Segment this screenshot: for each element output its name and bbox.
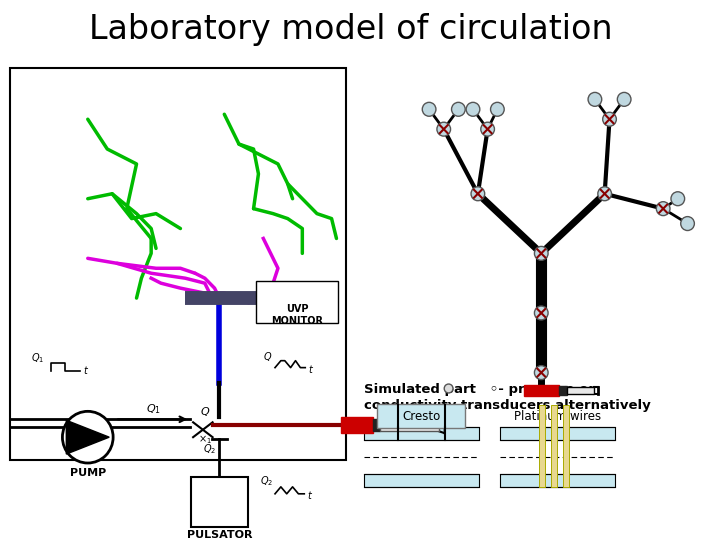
Text: $Q_1$: $Q_1$ <box>145 402 161 416</box>
Text: Laboratory model of circulation: Laboratory model of circulation <box>89 14 613 46</box>
Bar <box>559 386 567 395</box>
Circle shape <box>471 187 485 201</box>
Circle shape <box>617 92 631 106</box>
Circle shape <box>490 103 504 116</box>
Text: $Q_2$: $Q_2$ <box>203 442 216 456</box>
Bar <box>567 387 594 394</box>
Bar <box>523 384 559 396</box>
Bar <box>539 406 545 487</box>
Text: UVP
MONITOR: UVP MONITOR <box>271 304 323 326</box>
Text: $Q$: $Q$ <box>264 350 273 363</box>
Bar <box>341 417 372 433</box>
Circle shape <box>598 187 611 201</box>
Circle shape <box>603 112 616 126</box>
Text: $t$: $t$ <box>308 362 315 375</box>
Bar <box>500 474 616 487</box>
Circle shape <box>588 92 602 106</box>
Bar <box>563 406 569 487</box>
Text: Simulated part   ◦- pressure or: Simulated part ◦- pressure or <box>364 383 595 396</box>
FancyBboxPatch shape <box>256 281 338 323</box>
Circle shape <box>657 202 670 215</box>
Bar <box>364 474 479 487</box>
Text: $t$: $t$ <box>83 363 89 376</box>
Text: conductivity transducers alternatively: conductivity transducers alternatively <box>364 399 650 412</box>
Text: $Q$: $Q$ <box>199 406 210 419</box>
Circle shape <box>423 103 436 116</box>
Circle shape <box>671 192 685 206</box>
Circle shape <box>437 122 451 136</box>
Text: PUMP: PUMP <box>70 468 106 478</box>
Bar <box>191 477 248 526</box>
Bar <box>10 68 346 460</box>
Text: $Q_2$: $Q_2$ <box>261 474 274 488</box>
Circle shape <box>63 411 113 463</box>
Text: $Q_1$: $Q_1$ <box>31 351 45 364</box>
Circle shape <box>680 217 694 231</box>
Polygon shape <box>66 420 109 454</box>
Bar <box>364 427 479 440</box>
Text: $t$: $t$ <box>307 489 313 501</box>
Circle shape <box>534 366 548 380</box>
Circle shape <box>534 246 548 260</box>
Circle shape <box>444 384 453 393</box>
Text: Platinum wires: Platinum wires <box>514 410 601 423</box>
Text: Cresto: Cresto <box>402 410 441 423</box>
Circle shape <box>451 103 465 116</box>
Text: PULSATOR: PULSATOR <box>186 530 252 539</box>
Circle shape <box>534 306 548 320</box>
FancyBboxPatch shape <box>377 404 465 428</box>
Bar <box>551 406 557 487</box>
Bar <box>372 419 380 431</box>
Circle shape <box>466 103 480 116</box>
Bar <box>500 427 616 440</box>
Bar <box>380 419 439 431</box>
Circle shape <box>481 122 495 136</box>
Text: $\times_1$: $\times_1$ <box>198 433 212 446</box>
